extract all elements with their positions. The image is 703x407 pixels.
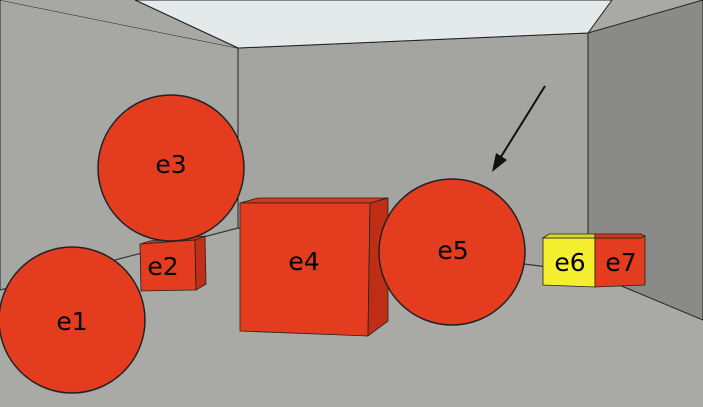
cube-e7: e7 [594,233,646,288]
cube-e2: e2 [139,235,207,292]
cube-e6: e6 [541,233,596,288]
sphere-e1: e1 [0,246,146,394]
label-e7: e7 [605,248,636,277]
ceiling-edge [134,0,239,49]
label-e2: e2 [147,252,178,281]
left-wall-top [0,0,238,48]
label-e4: e4 [288,247,319,276]
pointer-arrow-icon [492,85,546,172]
sphere-e5: e5 [378,178,526,326]
sphere-e3: e3 [97,94,245,242]
label-e3: e3 [155,150,186,179]
label-e5: e5 [437,236,468,265]
cube-e4: e4 [239,197,389,337]
label-e1: e1 [56,307,87,336]
label-e6: e6 [554,248,585,277]
